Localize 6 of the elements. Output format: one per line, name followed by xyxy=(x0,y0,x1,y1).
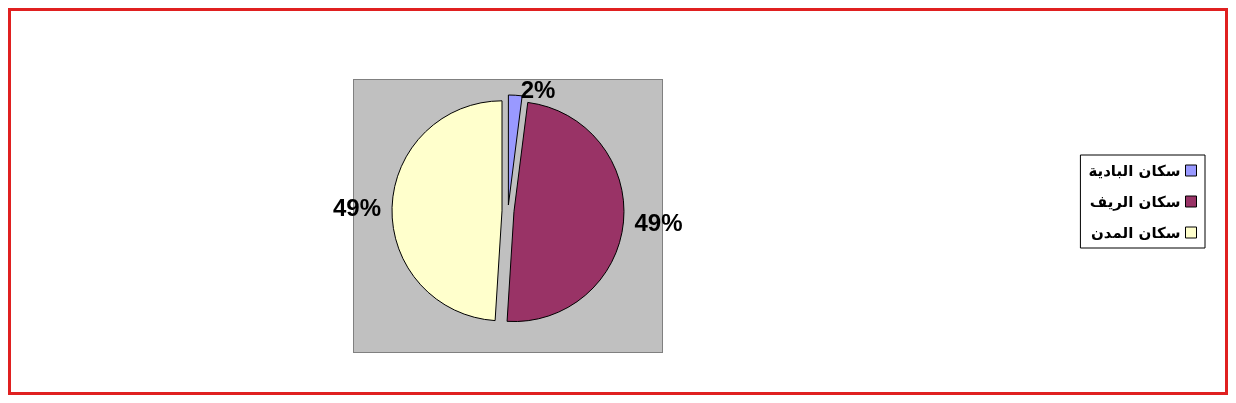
legend-label: سكان الريف xyxy=(1089,192,1181,211)
data-label: 49% xyxy=(333,193,382,221)
legend-label: سكان المدن xyxy=(1091,223,1181,242)
data-label: 2% xyxy=(520,75,556,103)
legend-label: سكان البادية xyxy=(1088,161,1181,180)
data-label: 49% xyxy=(634,208,683,236)
